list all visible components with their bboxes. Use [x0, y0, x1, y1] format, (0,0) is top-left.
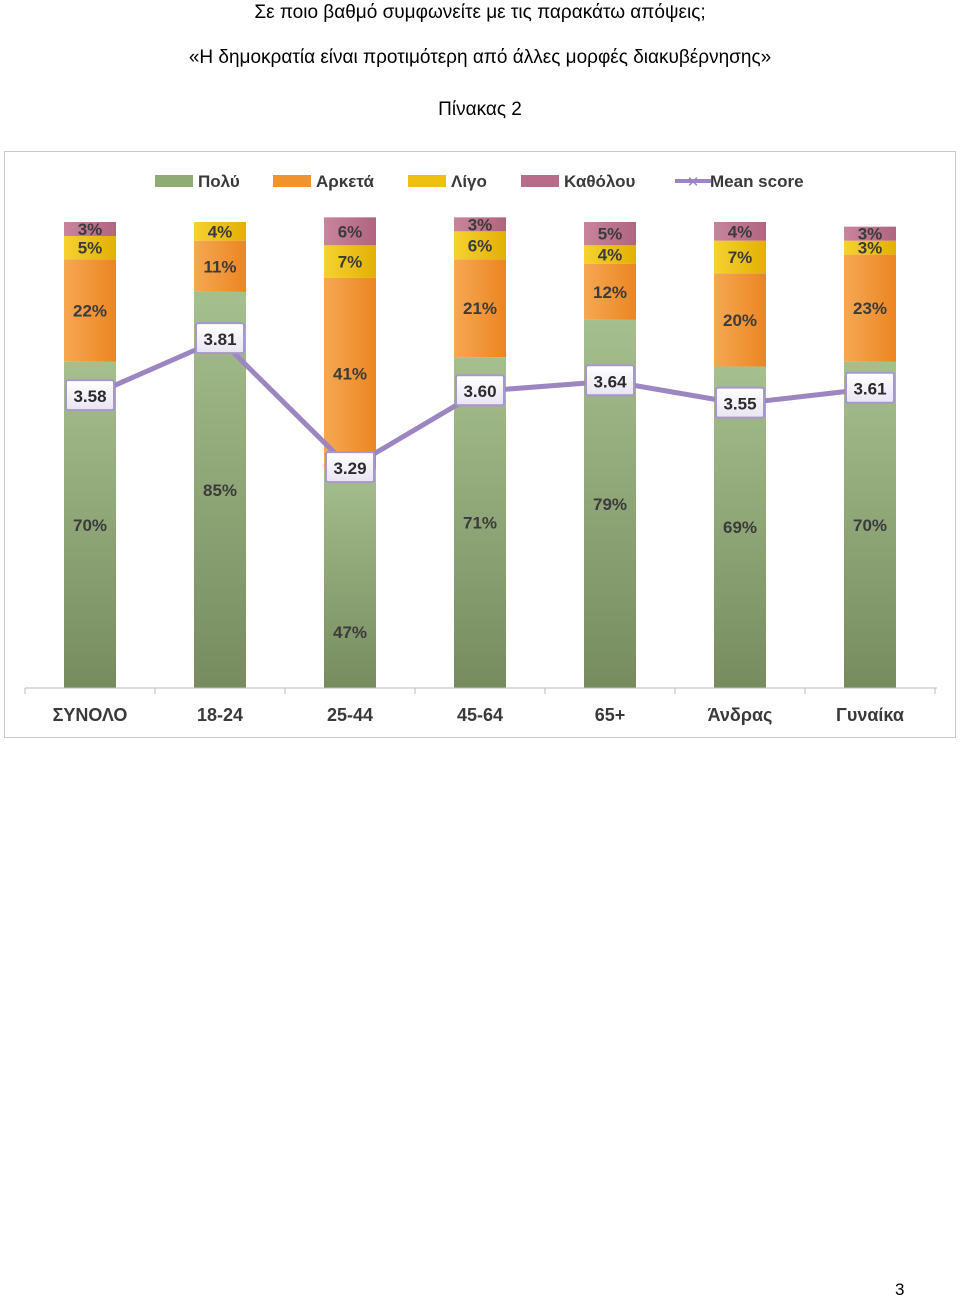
label-γυναίκα-πολύ: 70%: [853, 516, 887, 535]
label-άνδρας-αρκετά: 20%: [723, 311, 757, 330]
mean-box-5: [715, 386, 765, 419]
mean-label-5: 3.55: [723, 395, 756, 414]
table-title: Πίνακας 2: [438, 99, 522, 120]
label-18-24-αρκετά: 11%: [203, 257, 236, 276]
legend-swatch-0: [155, 175, 193, 187]
bar-25-44-λίγο: [324, 245, 376, 278]
mean-label-1: 3.81: [203, 330, 236, 349]
chart-frame: Πολύ Αρκετά Λίγο Καθόλου ✕ Mean score 70% 22% 5…: [4, 151, 956, 738]
category-label-65-: 65+: [595, 705, 626, 725]
bar-45-64-λίγο: [454, 231, 506, 260]
bar-γυναίκα-αρκετά: [844, 254, 896, 362]
bar-65--λίγο: [584, 245, 636, 264]
label-65--λίγο: 4%: [598, 246, 623, 265]
label-45-64-λίγο: 6%: [468, 236, 493, 255]
legend-swatch-1: [273, 175, 311, 187]
bar-συνολο-πολύ: [64, 361, 116, 688]
page-number: 3: [895, 1280, 905, 1299]
label-25-44-αρκετά: 41%: [333, 364, 367, 383]
bar-συνολο-λίγο: [64, 235, 116, 260]
label-18-24-πολύ: 85%: [203, 481, 237, 500]
legend-label-1: Αρκετά: [316, 172, 374, 191]
mean-box-2: [325, 451, 375, 484]
category-label-γυναίκα: Γυναίκα: [836, 705, 904, 725]
category-label-άνδρας: Άνδρας: [708, 705, 773, 725]
label-γυναίκα-καθόλου: 3%: [858, 225, 883, 244]
mean-box-3: [455, 374, 505, 407]
bar-25-44-αρκετά: [324, 277, 376, 469]
bar-18-24-λίγο: [194, 222, 246, 241]
legend-label-mean: Mean score: [710, 172, 804, 191]
bar-65--αρκετά: [584, 263, 636, 320]
bar-65--καθόλου: [584, 222, 636, 246]
legend-label-0: Πολύ: [198, 172, 240, 191]
category-label-25-44: 25-44: [327, 705, 373, 725]
label-65--πολύ: 79%: [593, 495, 627, 514]
question-heading: Σε ποιο βαθμό συμφωνείτε με τις παρακάτω…: [254, 2, 706, 23]
mean-label-4: 3.64: [593, 372, 627, 391]
legend-label-2: Λίγο: [451, 172, 487, 191]
mean-box-6: [845, 371, 895, 404]
label-άνδρας-καθόλου: 4%: [728, 222, 753, 241]
bar-συνολο-αρκετά: [64, 259, 116, 362]
category-label-συνολο: ΣΥΝΟΛΟ: [53, 705, 128, 725]
label-45-64-πολύ: 71%: [463, 514, 497, 533]
label-45-64-αρκετά: 21%: [463, 299, 497, 318]
label-45-64-καθόλου: 3%: [468, 215, 493, 234]
bar-25-44-πολύ: [324, 468, 376, 688]
bar-γυναίκα-καθόλου: [844, 226, 896, 241]
label-γυναίκα-αρκετά: 23%: [853, 299, 887, 318]
label-γυναίκα-λίγο: 3%: [858, 239, 883, 258]
mean-box-0: [65, 379, 115, 412]
legend-label-3: Καθόλου: [564, 172, 636, 191]
bar-άνδρας-πολύ: [714, 366, 766, 688]
mean-label-2: 3.29: [333, 459, 366, 478]
bar-άνδρας-αρκετά: [714, 273, 766, 367]
label-25-44-λίγο: 7%: [338, 253, 363, 272]
bar-18-24-αρκετά: [194, 240, 246, 292]
mean-box-1: [195, 322, 245, 355]
label-65--αρκετά: 12%: [593, 283, 627, 302]
bar-γυναίκα-λίγο: [844, 240, 896, 255]
bar-45-64-πολύ: [454, 357, 506, 688]
legend-swatch-2: [408, 175, 446, 187]
bar-άνδρας-λίγο: [714, 240, 766, 274]
label-άνδρας-λίγο: 7%: [728, 248, 753, 267]
label-25-44-καθόλου: 6%: [338, 222, 363, 241]
bar-45-64-αρκετά: [454, 259, 506, 358]
category-label-45-64: 45-64: [457, 705, 503, 725]
label-άνδρας-πολύ: 69%: [723, 518, 757, 537]
label-συνολο-αρκετά: 22%: [73, 302, 107, 321]
bar-45-64-καθόλου: [454, 217, 506, 232]
label-65--καθόλου: 5%: [598, 225, 623, 244]
mean-label-6: 3.61: [853, 380, 886, 399]
category-label-18-24: 18-24: [197, 705, 243, 725]
label-συνολο-καθόλου: 3%: [78, 220, 103, 239]
mean-label-0: 3.58: [73, 387, 106, 406]
label-συνολο-λίγο: 5%: [78, 239, 103, 258]
bar-άνδρας-καθόλου: [714, 222, 766, 241]
statement-heading: «Η δημοκρατία είναι προτιμότερη από άλλε…: [188, 47, 772, 68]
bar-συνολο-καθόλου: [64, 222, 116, 236]
mean-box-4: [585, 364, 635, 397]
legend-swatch-3: [521, 175, 559, 187]
mean-label-3: 3.60: [463, 382, 496, 401]
stacked-bar-chart: Πολύ Αρκετά Λίγο Καθόλου ✕ Mean score 70% 22% 5…: [24, 172, 937, 725]
bar-γυναίκα-πολύ: [844, 361, 896, 688]
bar-25-44-καθόλου: [324, 217, 376, 246]
label-συνολο-πολύ: 70%: [73, 516, 107, 535]
label-18-24-λίγο: 4%: [208, 222, 233, 241]
legend-marker-mean: ✕: [687, 174, 700, 191]
label-25-44-πολύ: 47%: [333, 623, 367, 642]
